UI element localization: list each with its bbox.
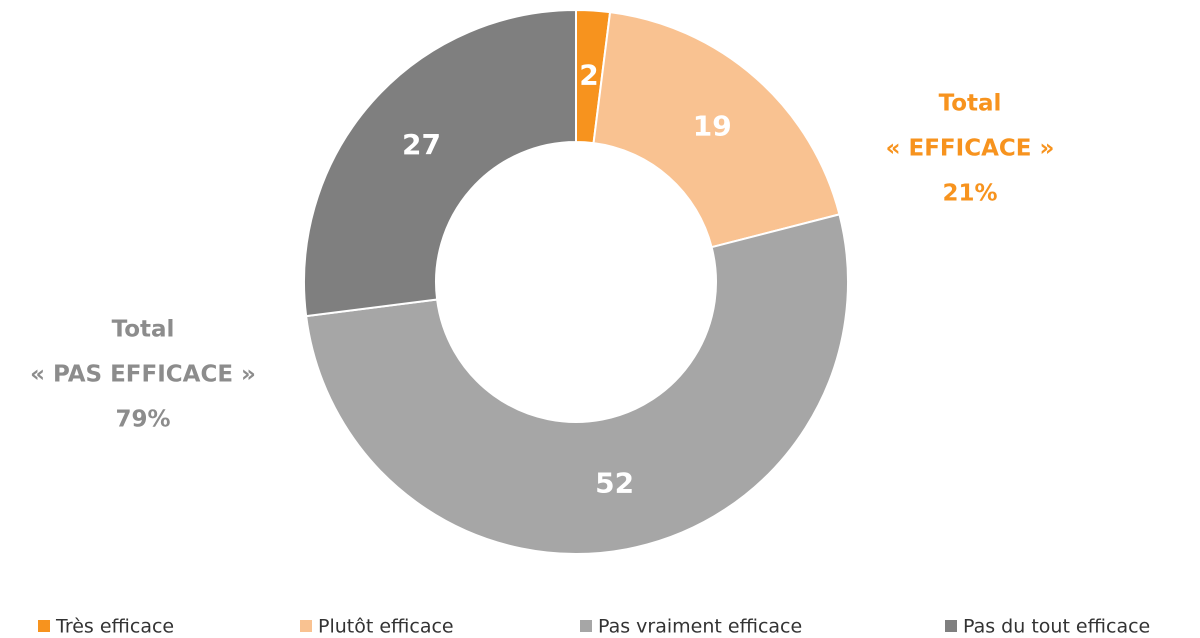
legend-label: Pas du tout efficace <box>963 616 1150 638</box>
annotation: 21% <box>942 181 997 207</box>
annotation: « PAS EFFICACE » <box>30 362 256 388</box>
legend-swatch <box>945 620 957 632</box>
slice <box>305 213 849 555</box>
data-label: 52 <box>595 466 634 499</box>
data-label: 2 <box>579 58 598 91</box>
annotation: Total <box>939 91 1002 117</box>
annotation: Total <box>112 317 175 343</box>
slice <box>592 11 841 249</box>
slice <box>303 8 577 318</box>
legend-swatch <box>580 620 592 632</box>
legend-label: Très efficace <box>55 616 174 638</box>
legend-swatch <box>38 620 50 632</box>
legend-label: Plutôt efficace <box>318 616 454 638</box>
data-label: 19 <box>693 109 732 142</box>
legend-swatch <box>300 620 312 632</box>
annotation: « EFFICACE » <box>886 136 1055 162</box>
data-label: 27 <box>402 128 441 161</box>
annotation: 79% <box>115 407 170 433</box>
legend-label: Pas vraiment efficace <box>598 616 802 638</box>
